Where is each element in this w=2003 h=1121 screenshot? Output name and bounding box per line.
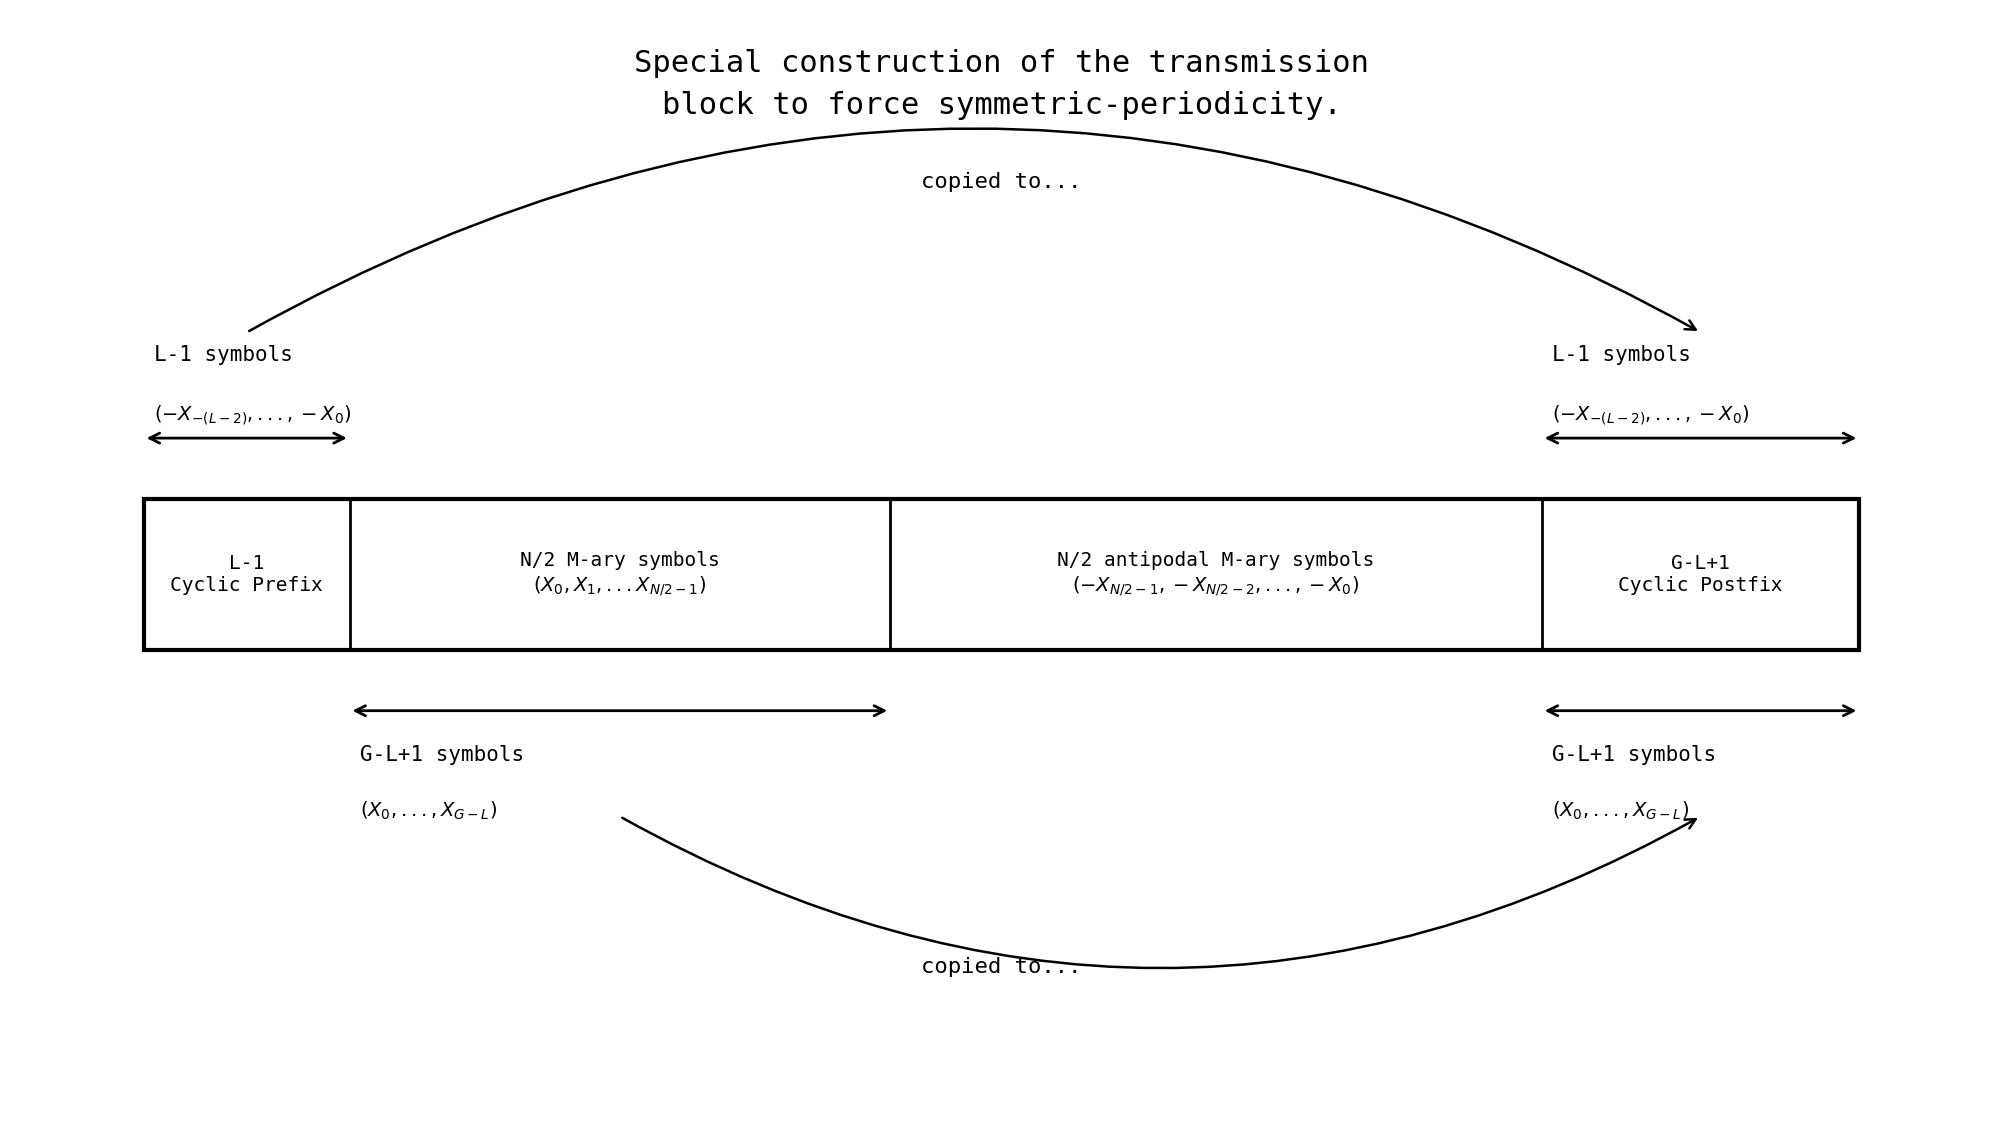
Text: $(-X_{-(L-2)},...,-X_0)$: $(-X_{-(L-2)},...,-X_0)$ <box>154 405 351 427</box>
Text: L-1 symbols: L-1 symbols <box>154 344 292 364</box>
Text: $(X_0,...,X_{G-L})$: $(X_0,...,X_{G-L})$ <box>1552 799 1689 822</box>
Text: L-1 symbols: L-1 symbols <box>1552 344 1691 364</box>
Text: $(-X_{-(L-2)},...,-X_0)$: $(-X_{-(L-2)},...,-X_0)$ <box>1552 405 1749 427</box>
Text: G-L+1 symbols: G-L+1 symbols <box>1552 745 1717 766</box>
Text: N/2 M-ary symbols
$(X_0,X_1,...X_{N/2-1})$: N/2 M-ary symbols $(X_0,X_1,...X_{N/2-1}… <box>521 552 719 597</box>
Text: $(X_0,...,X_{G-L})$: $(X_0,...,X_{G-L})$ <box>361 799 497 822</box>
Text: N/2 antipodal M-ary symbols
$(-X_{N/2-1},-X_{N/2-2},...,-X_0)$: N/2 antipodal M-ary symbols $(-X_{N/2-1}… <box>1058 552 1374 597</box>
Text: Special construction of the transmission
block to force symmetric-periodicity.: Special construction of the transmission… <box>635 48 1368 120</box>
FancyBboxPatch shape <box>144 499 1859 649</box>
Text: L-1
Cyclic Prefix: L-1 Cyclic Prefix <box>170 554 322 595</box>
Text: copied to...: copied to... <box>921 173 1082 192</box>
Text: G-L+1
Cyclic Postfix: G-L+1 Cyclic Postfix <box>1618 554 1783 595</box>
Text: G-L+1 symbols: G-L+1 symbols <box>361 745 523 766</box>
Text: copied to...: copied to... <box>921 956 1082 976</box>
